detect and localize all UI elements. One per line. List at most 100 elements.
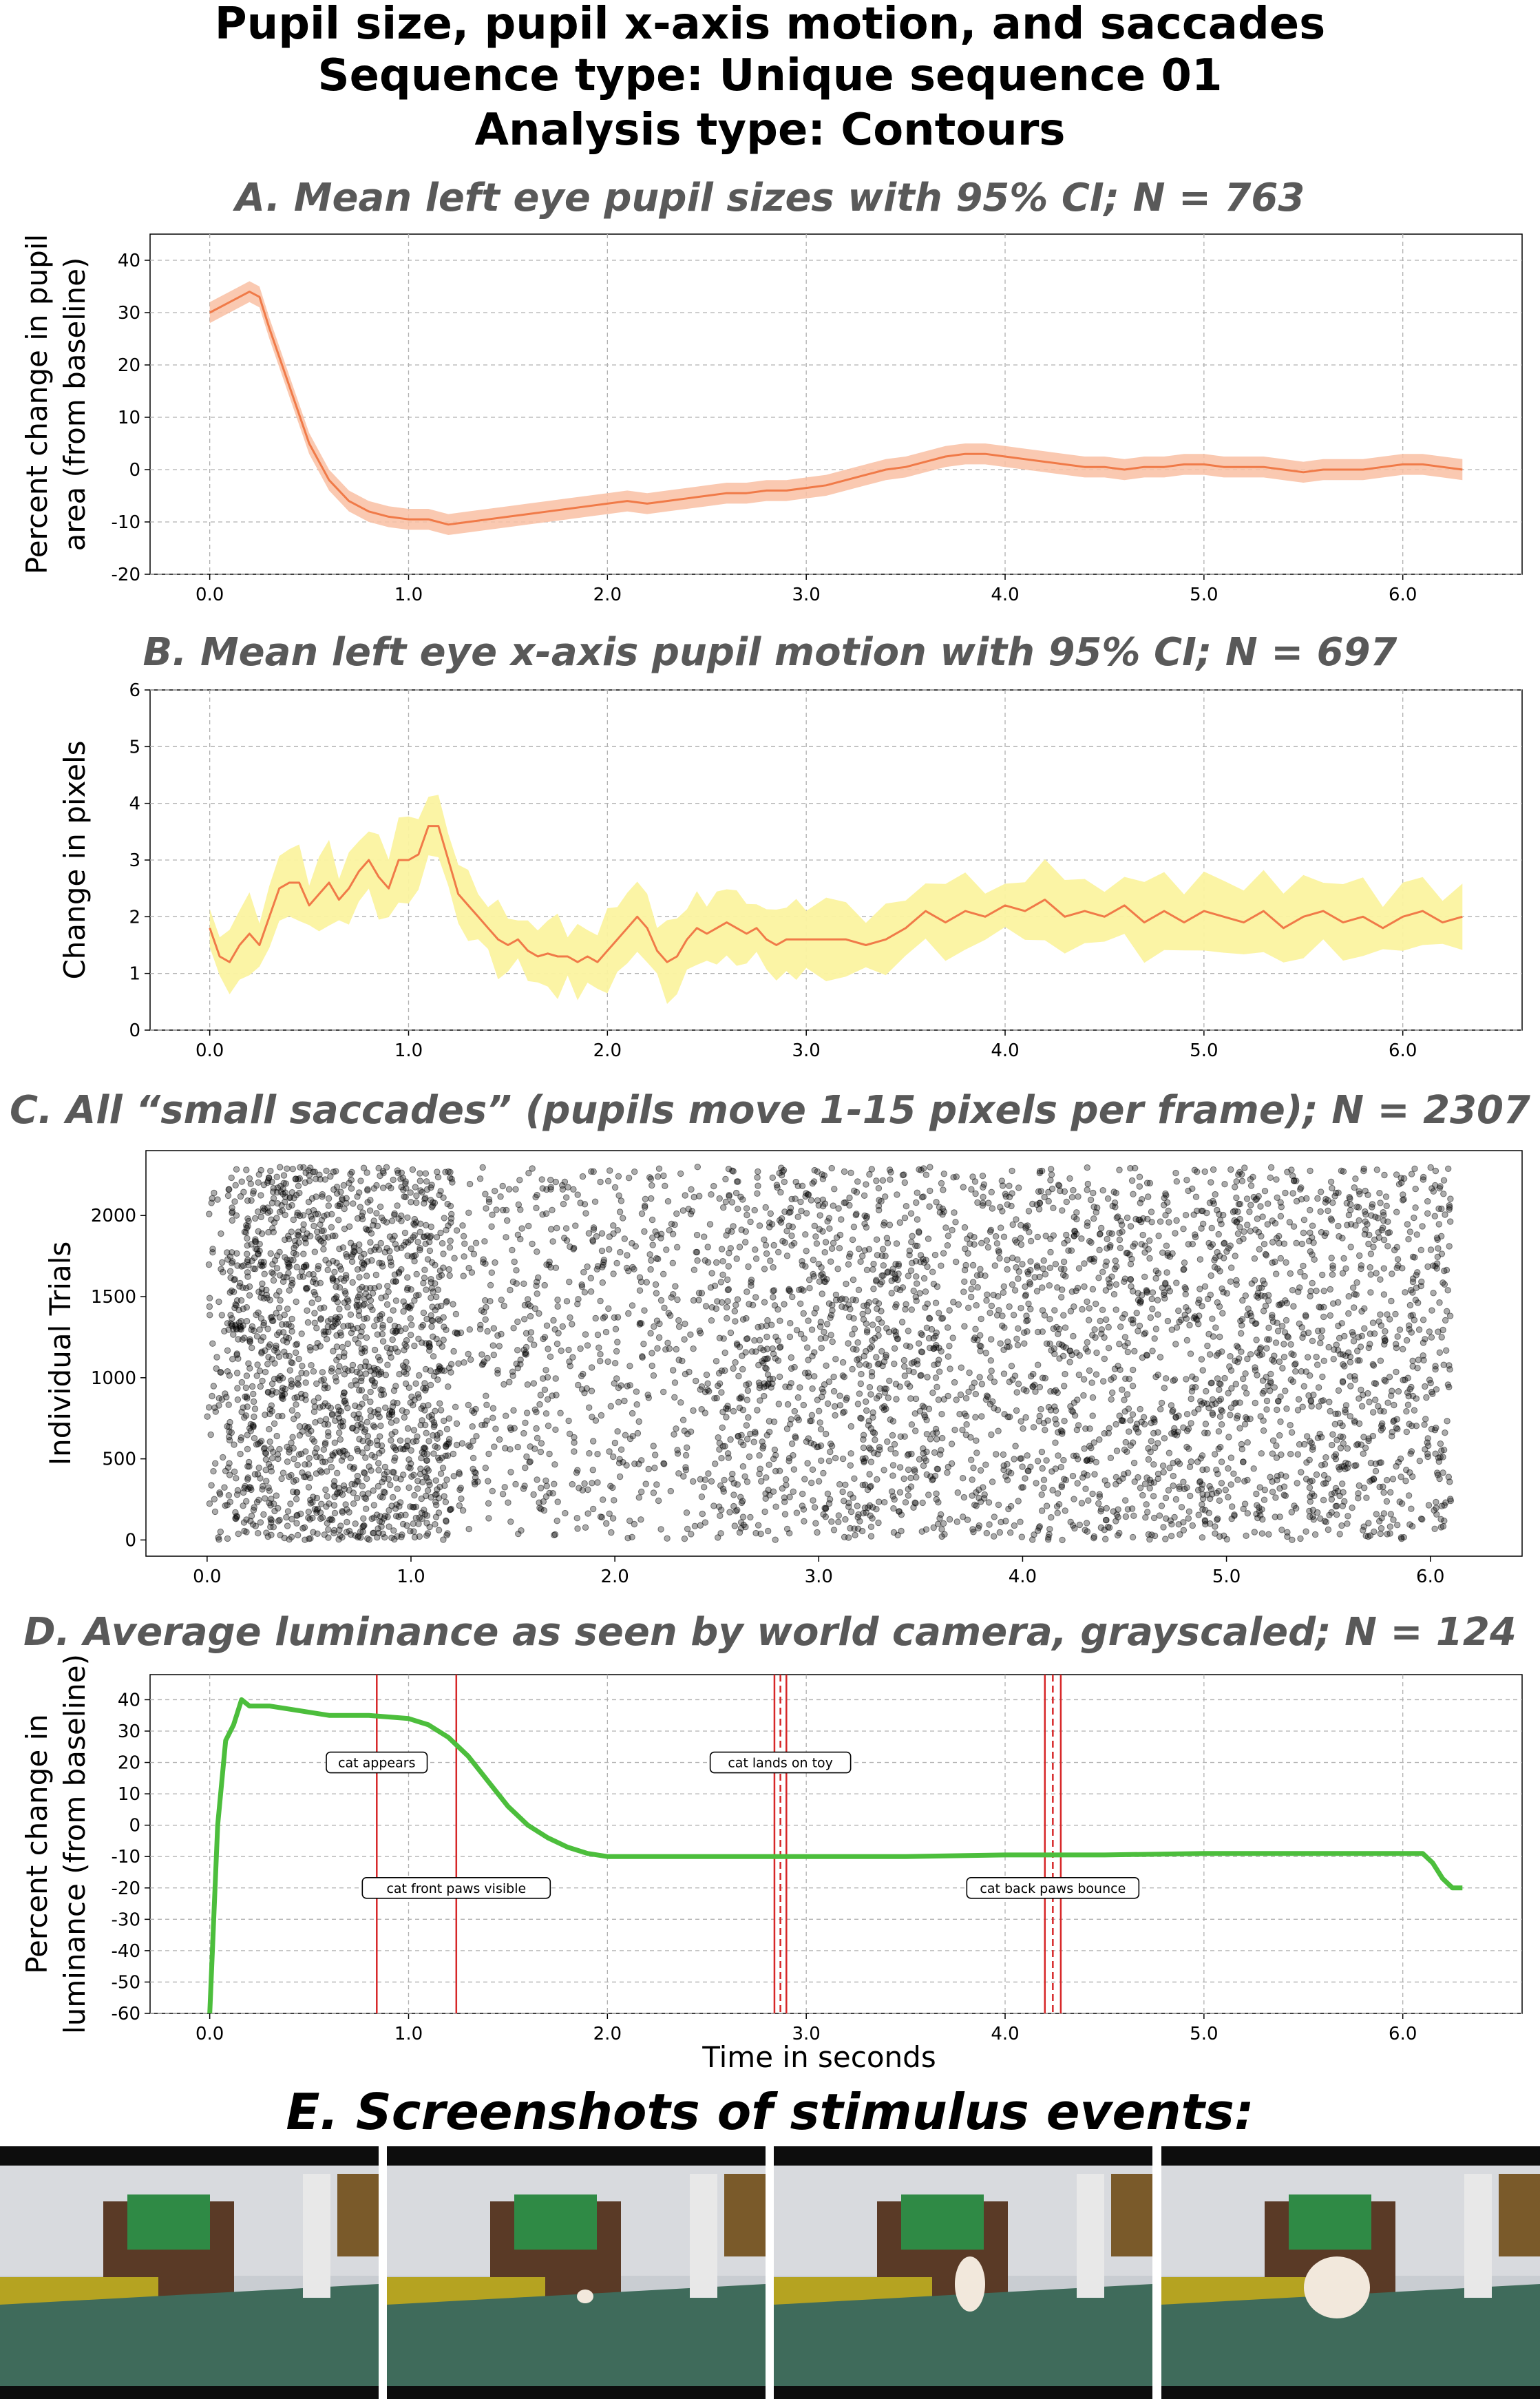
scatter-point (734, 1481, 741, 1488)
scatter-point (418, 1454, 425, 1462)
scatter-point (447, 1169, 454, 1176)
scatter-point (1032, 1388, 1039, 1395)
scatter-point (920, 1275, 928, 1282)
scatter-point (827, 1258, 834, 1265)
scatter-point (785, 1458, 792, 1465)
scatter-point (604, 1177, 612, 1185)
scatter-point (763, 1322, 770, 1330)
scatter-point (808, 1326, 816, 1333)
scatter-point (328, 1410, 336, 1418)
scatter-point (257, 1261, 264, 1268)
scatter-point (226, 1186, 233, 1193)
scatter-point (606, 1167, 613, 1174)
scatter-point (246, 1463, 253, 1470)
scatter-point (367, 1303, 374, 1310)
scatter-point (525, 1222, 532, 1230)
scatter-point (715, 1434, 721, 1441)
scatter-point (361, 1426, 369, 1433)
scatter-point (863, 1181, 869, 1188)
scatter-point (1084, 1219, 1091, 1226)
scatter-point (390, 1527, 397, 1534)
scatter-point (1388, 1392, 1395, 1399)
scatter-point (341, 1365, 349, 1372)
scatter-point (748, 1348, 756, 1355)
scatter-point (1408, 1383, 1415, 1391)
scatter-point (233, 1491, 241, 1498)
scatter-point (1009, 1167, 1015, 1175)
scatter-point (606, 1510, 613, 1518)
scatter-point (652, 1281, 660, 1288)
scatter-point (357, 1370, 363, 1377)
scatter-point (348, 1258, 356, 1266)
scatter-point (1036, 1169, 1044, 1177)
y-tick-label: -20 (112, 565, 140, 585)
scatter-point (973, 1437, 980, 1444)
scatter-point (822, 1278, 829, 1286)
scatter-point (315, 1394, 321, 1401)
scatter-point (362, 1454, 369, 1461)
ci-band (209, 795, 1463, 1004)
scatter-point (675, 1470, 682, 1477)
scatter-point (256, 1241, 263, 1248)
scatter-point (1142, 1514, 1149, 1521)
scatter-point (533, 1409, 540, 1416)
scatter-point (880, 1222, 887, 1228)
scatter-point (849, 1365, 856, 1373)
scatter-point (742, 1349, 749, 1356)
scatter-point (215, 1395, 222, 1402)
scatter-point (550, 1317, 557, 1324)
scatter-point (375, 1483, 382, 1490)
scatter-point (634, 1429, 642, 1437)
scatter-point (388, 1408, 395, 1415)
scatter-point (357, 1415, 363, 1422)
scatter-point (1393, 1425, 1400, 1432)
scatter-point (377, 1370, 384, 1377)
scatter-point (483, 1401, 490, 1409)
scatter-point (288, 1407, 296, 1414)
scatter-point (873, 1506, 880, 1513)
scatter-point (428, 1224, 434, 1230)
scatter-point (1252, 1364, 1258, 1371)
scatter-point (1148, 1531, 1155, 1538)
ci-band (209, 281, 1463, 535)
y-tick-label: 2000 (91, 1206, 136, 1226)
y-tick-label: 2 (129, 907, 140, 928)
scatter-point (339, 1244, 347, 1251)
scatter-point (1126, 1428, 1132, 1435)
scatter-point (1105, 1345, 1112, 1352)
scatter-point (266, 1438, 273, 1445)
scatter-point (361, 1348, 368, 1355)
scatter-point (457, 1485, 464, 1491)
scatter-point (1104, 1195, 1112, 1202)
scatter-point (1149, 1348, 1156, 1354)
scatter-point (514, 1231, 522, 1239)
scatter-point (405, 1464, 412, 1471)
scatter-point (1207, 1486, 1215, 1493)
scatter-point (832, 1356, 839, 1363)
scatter-point (940, 1396, 948, 1403)
scatter-point (241, 1228, 249, 1235)
scatter-point (1262, 1250, 1269, 1258)
scatter-point (995, 1427, 1002, 1434)
scatter-point (1071, 1228, 1079, 1235)
scatter-point (923, 1471, 931, 1478)
scatter-point (434, 1303, 441, 1310)
scatter-point (636, 1321, 643, 1328)
scatter-point (1422, 1383, 1428, 1390)
scatter-point (375, 1283, 383, 1290)
scatter-point (379, 1338, 387, 1345)
scatter-point (260, 1511, 267, 1518)
scatter-point (574, 1191, 581, 1198)
scatter-point (206, 1295, 213, 1301)
scatter-point (743, 1396, 751, 1403)
scatter-point (584, 1510, 591, 1517)
scatter-point (591, 1198, 599, 1205)
scatter-point (1433, 1498, 1439, 1506)
scatter-point (1412, 1185, 1419, 1193)
scatter-point (1090, 1189, 1097, 1197)
scatter-point (278, 1475, 285, 1483)
scatter-point (905, 1466, 912, 1474)
scatter-point (797, 1384, 803, 1391)
scatter-point (983, 1297, 990, 1304)
scatter-point (694, 1257, 701, 1264)
